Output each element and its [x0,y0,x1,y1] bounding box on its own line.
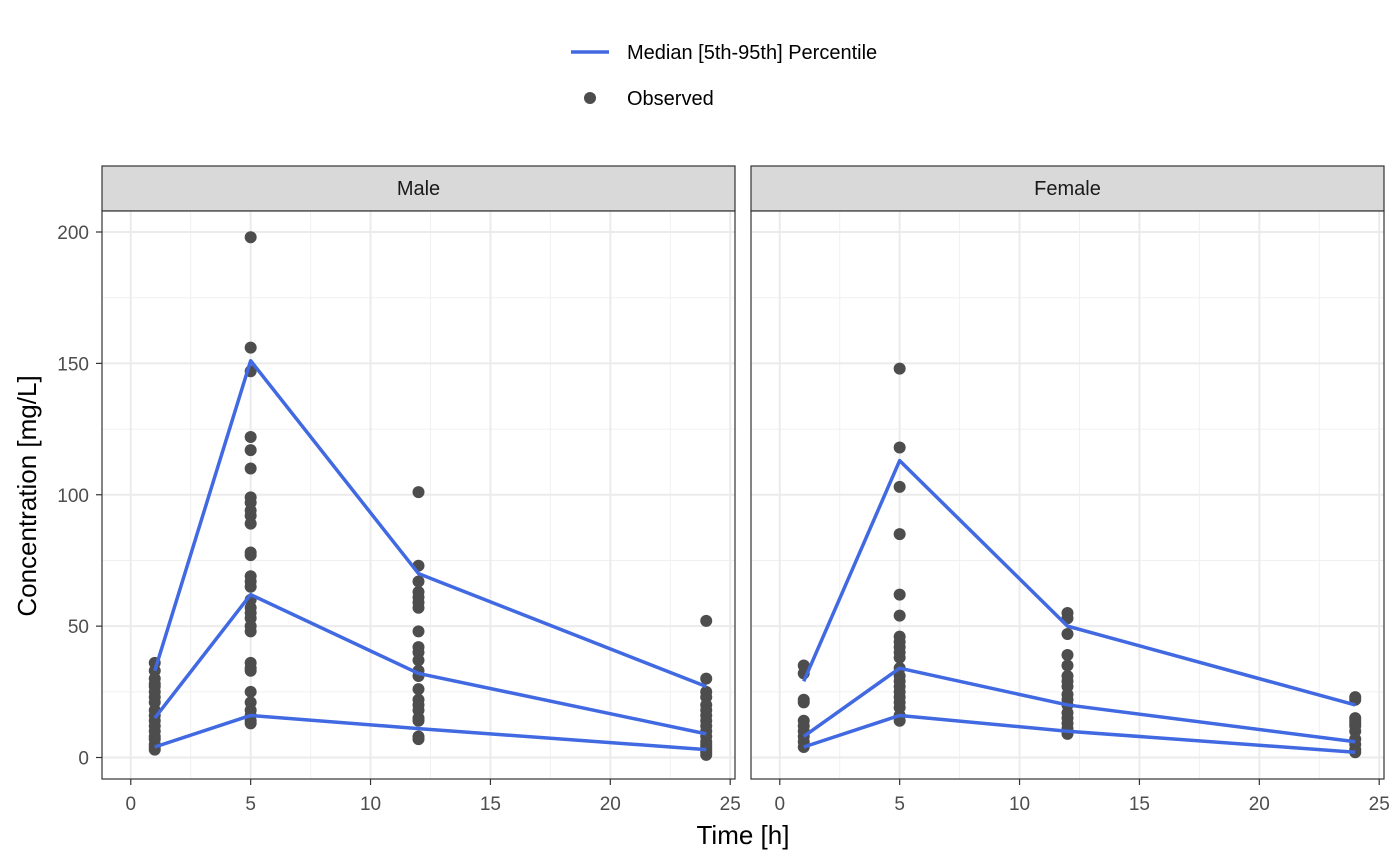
observed-point [244,517,257,530]
observed-point [244,430,257,443]
observed-point [412,714,425,727]
observed-point [412,486,425,499]
observed-point [412,601,425,614]
observed-point [893,528,906,541]
observed-point [244,462,257,475]
observed-point [893,609,906,622]
observed-point [893,588,906,601]
x-tick-label: 0 [125,794,136,815]
x-tick-label: 15 [480,794,501,815]
panel-border [750,210,1385,780]
facet-strip-label: Male [397,178,440,200]
observed-point [700,614,713,627]
observed-point [412,575,425,588]
y-tick-label: 150 [57,354,89,375]
observed-point [893,362,906,375]
x-tick-label: 20 [600,794,621,815]
facet-panels: Male 0 5 10 15 20 25 0 50 100 150 200 Female 0 5 10 15 20… [57,165,1390,815]
y-axis-title: Concentration [mg/L] [12,375,42,616]
x-tick-label: 25 [720,794,741,815]
observed-point [1061,649,1074,662]
legend-label: Median [5th-95th] Percentile [627,42,877,64]
legend-label: Observed [627,88,714,110]
x-tick-label: 10 [1009,794,1030,815]
series-line-p5 [803,713,1356,754]
legend-key-point [584,92,596,104]
observed-point [412,625,425,638]
y-tick-label: 50 [68,617,89,638]
x-tick-label: 15 [1129,794,1150,815]
observed-point [1061,659,1074,672]
series-line-median [802,666,1356,744]
series-line-median [153,592,707,736]
observed-point [412,683,425,696]
x-tick-label: 0 [774,794,785,815]
facet-panel-male: Male 0 5 10 15 20 25 0 50 100 150 200 [57,165,741,815]
observed-point [893,651,906,664]
series-line-p95 [153,358,707,689]
legend: Median [5th-95th] Percentile Observed [571,42,877,110]
facet-panel-female: Female 0 5 10 15 20 25 [750,165,1390,815]
observed-point [893,441,906,454]
series-line-p95 [802,458,1356,707]
observed-point [244,685,257,698]
observed-point [244,664,257,677]
observed-point [244,549,257,562]
series-line-p5 [154,713,707,752]
observed-point [244,625,257,638]
observed-point [244,580,257,593]
observed-point [700,672,713,685]
observed-point [244,444,257,457]
x-tick-label: 20 [1249,794,1270,815]
observed-point [893,480,906,493]
x-axis-title: Time [h] [697,820,790,850]
y-tick-label: 0 [78,749,89,770]
observed-point [797,696,810,709]
observed-point [244,717,257,730]
observed-point [412,733,425,746]
x-tick-label: 25 [1369,794,1390,815]
observed-point [244,341,257,354]
observed-point [1061,628,1074,641]
facet-strip [750,165,1385,212]
observed-point [700,748,713,761]
observed-point [244,231,257,244]
x-tick-label: 5 [894,794,905,815]
x-tick-label: 5 [245,794,256,815]
y-tick-label: 100 [57,486,89,507]
x-tick-label: 10 [360,794,381,815]
facet-strip-label: Female [1034,178,1101,200]
y-tick-label: 200 [57,223,89,244]
observed-point [412,654,425,667]
